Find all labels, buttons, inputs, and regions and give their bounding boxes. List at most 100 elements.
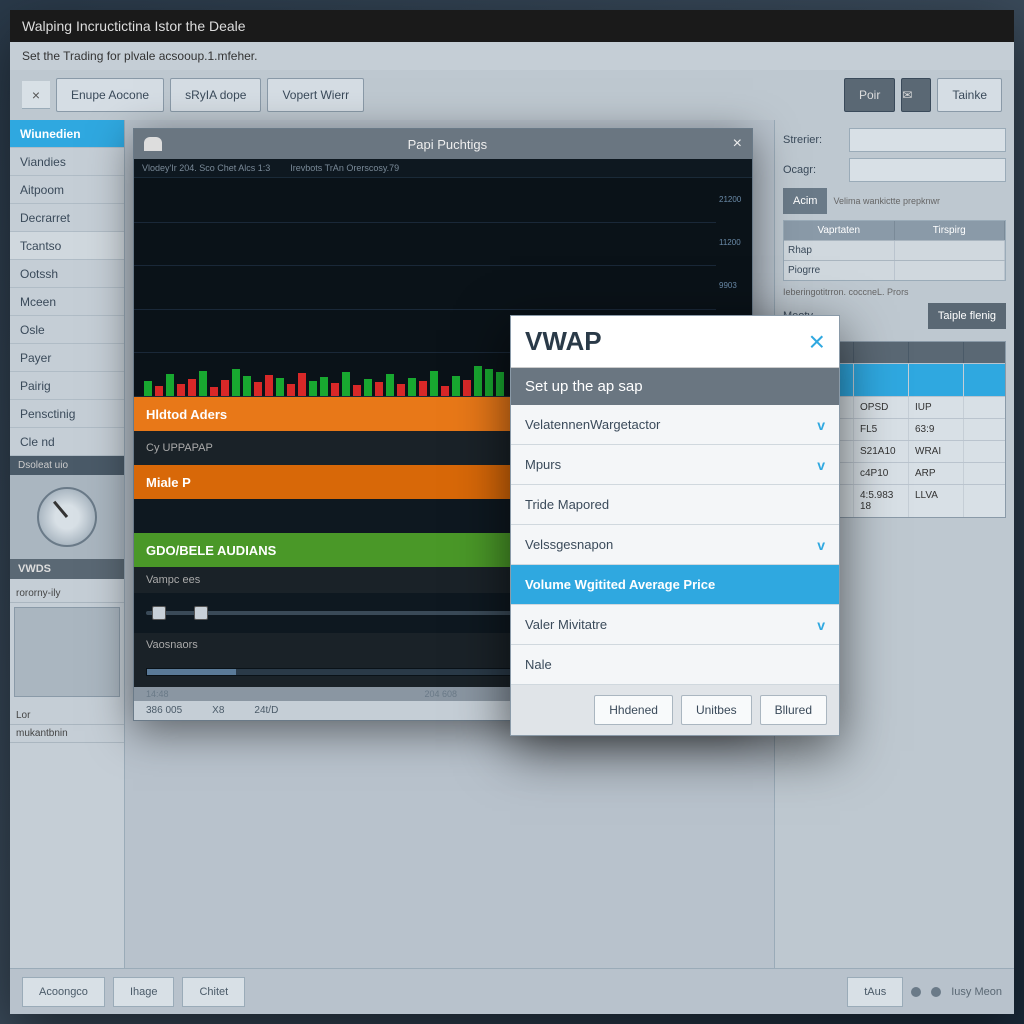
vwap-header: VWAP × (511, 316, 839, 368)
chevron-down-icon: v (817, 537, 825, 553)
volume-bar (287, 384, 295, 396)
sidebar-item[interactable]: Pairig (10, 372, 124, 400)
dial-panel (10, 475, 124, 559)
vwap-item-label: Nale (525, 657, 552, 672)
volume-bar (463, 380, 471, 396)
volume-bar (155, 386, 163, 396)
toolbar-btn-0[interactable]: Enupe Aocone (56, 78, 164, 112)
toolbar-btn-tainke[interactable]: Tainke (937, 78, 1002, 112)
window-title: Walping Incructictina Istor the Deale (22, 18, 246, 34)
input-oagr[interactable] (849, 158, 1006, 182)
bottom-btn-3[interactable]: tAus (847, 977, 903, 1007)
subtitle: Set the Trading for plvale acsooup.1.mfe… (10, 42, 1014, 70)
chevron-down-icon: v (817, 417, 825, 433)
acim-text: Velima wankictte prepknwr (833, 196, 940, 206)
sidebar-item-active[interactable]: Wiunedien (10, 120, 124, 148)
vwap-close-icon[interactable]: × (809, 326, 825, 358)
vwap-item[interactable]: Tride Mapored (511, 485, 839, 525)
ytick: 11200 (716, 238, 752, 247)
toolbar-btn-poir[interactable]: Poir (844, 78, 895, 112)
bottom-bar: Acoongco Ihage Chitet tAus Iusy Meon (10, 968, 1014, 1014)
close-icon[interactable]: × (22, 81, 50, 109)
sidebar-item[interactable]: Payer (10, 344, 124, 372)
ytick: 21200 (716, 195, 752, 204)
vwap-item-label: Valer Mivitatre (525, 617, 607, 632)
small-list: rororny-ily (10, 585, 124, 603)
volume-bar (386, 374, 394, 396)
volume-bar (430, 371, 438, 396)
th: Tirspirg (895, 221, 1006, 240)
status-text: Iusy Meon (951, 986, 1002, 998)
vwap-item[interactable]: Nale (511, 645, 839, 685)
acim-button[interactable]: Acim (783, 188, 827, 214)
sidebar-item[interactable]: Viandies (10, 148, 124, 176)
vwap-btn-1[interactable]: Unitbes (681, 695, 752, 725)
vwap-item[interactable]: Volume Wgitited Average Price (511, 565, 839, 605)
table-row[interactable]: Piogrre (784, 260, 1005, 280)
volume-bar (353, 385, 361, 396)
input-strener[interactable] (849, 128, 1006, 152)
chart-title: Papi Puchtigs (170, 137, 725, 152)
sidebar-item[interactable]: Cle nd (10, 428, 124, 456)
volume-bar (364, 379, 372, 396)
main-window: Walping Incructictina Istor the Deale Se… (10, 10, 1014, 1014)
volume-bar (276, 378, 284, 396)
tample-button[interactable]: Taiple flenig (928, 303, 1006, 329)
timeline-handle-left[interactable] (152, 606, 166, 620)
sub-info: Ieberingotitrron. coccneL. Prors (783, 287, 1006, 297)
volume-bar (298, 373, 306, 396)
vwds-header: VWDS (10, 559, 124, 579)
dial-icon[interactable] (37, 487, 97, 547)
vwap-item[interactable]: Velssgesnaponv (511, 525, 839, 565)
sidebar-item[interactable]: Decrarret (10, 204, 124, 232)
sidebar-item[interactable]: Pensctinig (10, 400, 124, 428)
volume-bar (144, 381, 152, 396)
volume-bar (177, 384, 185, 397)
small-item[interactable]: Lor (10, 707, 124, 725)
lower-list: Lor mukantbnin (10, 707, 124, 743)
bottom-btn-0[interactable]: Acoongco (22, 977, 105, 1007)
volume-bar (232, 369, 240, 397)
sidebar-item[interactable]: Ootssh (10, 260, 124, 288)
vwap-btn-0[interactable]: Hhdened (594, 695, 673, 725)
sidebar: Wiunedien Viandies Aitpoom Decrarret Tca… (10, 120, 125, 968)
bottom-btn-1[interactable]: Ihage (113, 977, 175, 1007)
volume-bar (265, 375, 273, 396)
timeline-handle-right[interactable] (194, 606, 208, 620)
chart-close-icon[interactable]: × (733, 135, 742, 153)
sidebar-item[interactable]: Osle (10, 316, 124, 344)
chart-info-2: Irevbots TrAn Orerscosy.79 (290, 163, 399, 173)
volume-bar (221, 380, 229, 396)
status-dot-icon (931, 987, 941, 997)
vwap-item[interactable]: VelatennenWargetactorv (511, 405, 839, 445)
vwap-footer: Hhdened Unitbes Bllured (511, 685, 839, 735)
volume-bar (320, 377, 328, 396)
body-area: Wiunedien Viandies Aitpoom Decrarret Tca… (10, 120, 1014, 968)
bottom-btn-2[interactable]: Chitet (182, 977, 245, 1007)
volume-bar (243, 376, 251, 396)
small-item[interactable]: rororny-ily (10, 585, 124, 603)
volume-bar (452, 376, 460, 396)
volume-bar (496, 372, 504, 396)
sidebar-item[interactable]: Aitpoom (10, 176, 124, 204)
volume-bar (419, 381, 427, 396)
sidebar-item[interactable]: Mceen (10, 288, 124, 316)
small-item[interactable]: mukantbnin (10, 725, 124, 743)
volume-bar (474, 366, 482, 396)
label-oagr: Ocagr: (783, 164, 843, 176)
table-row[interactable]: Rhap (784, 240, 1005, 260)
chart-titlebar[interactable]: Papi Puchtigs × (134, 129, 752, 159)
vwap-item-label: Tride Mapored (525, 497, 609, 512)
dg-th (854, 342, 909, 363)
toolbar-btn-1[interactable]: sRyIA dope (170, 78, 261, 112)
mail-icon[interactable]: ✉ (901, 78, 931, 112)
toolbar: × Enupe Aocone sRyIA dope Vopert Wierr P… (10, 70, 1014, 120)
vwap-item[interactable]: Valer Mivitatrev (511, 605, 839, 645)
vwap-item[interactable]: Mpursv (511, 445, 839, 485)
vwap-btn-2[interactable]: Bllured (760, 695, 827, 725)
toolbar-btn-2[interactable]: Vopert Wierr (267, 78, 364, 112)
sidebar-section[interactable]: Tcantso (10, 232, 124, 260)
chart-info-1: Vlodey'Ir 204. Sco Chet Alcs 1:3 (142, 163, 270, 173)
vwap-item-label: Volume Wgitited Average Price (525, 577, 715, 592)
volume-bar (485, 369, 493, 397)
